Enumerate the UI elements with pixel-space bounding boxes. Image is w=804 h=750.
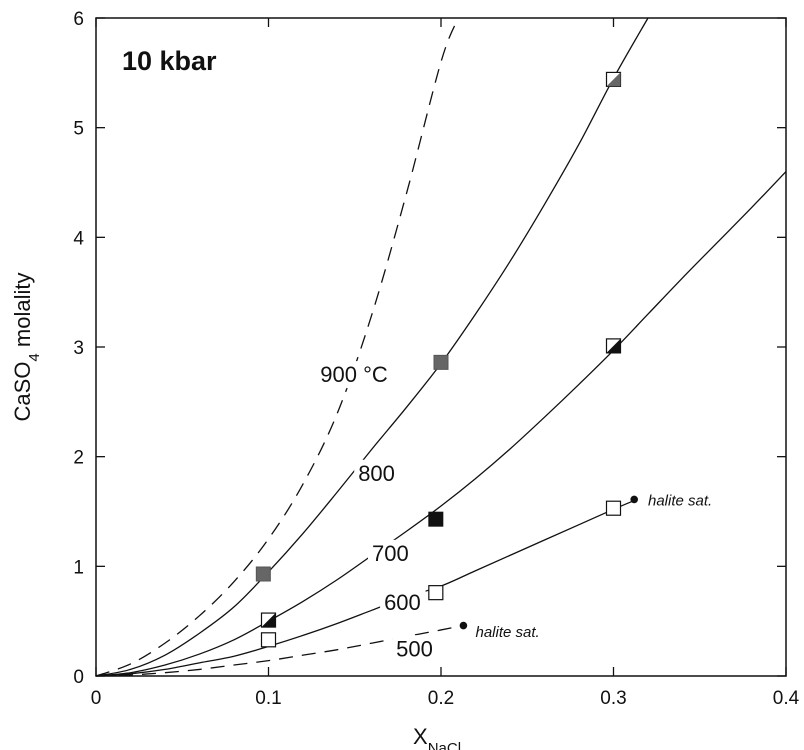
saturation-point <box>630 495 638 504</box>
curve-label-bg <box>392 635 438 663</box>
y-tick-label: 1 <box>73 557 84 578</box>
curve-label: 700 <box>372 541 409 566</box>
curve-label-bg <box>354 459 400 487</box>
x-axis-title-main: X <box>413 724 428 749</box>
data-point-half-fill <box>606 338 621 353</box>
curve-label-bg <box>380 589 426 617</box>
data-point-open <box>428 585 444 601</box>
data-markers <box>255 71 638 648</box>
curve-labels: 900 °C 800 700 600 500 <box>316 361 438 663</box>
series-line <box>95 17 459 677</box>
y-axis-title-suffix: molality <box>10 273 35 354</box>
x-axis-title: XNaCl <box>413 724 461 750</box>
series-line <box>95 17 649 677</box>
curve-label: 500 <box>396 636 433 661</box>
chart-title: 10 kbar <box>122 46 217 76</box>
saturation-point <box>459 621 468 630</box>
y-tick-label: 3 <box>73 338 84 359</box>
series-line <box>95 171 787 677</box>
y-axis-title-main: CaSO <box>10 362 35 422</box>
y-tick-label: 4 <box>73 228 84 249</box>
x-axis-title-sub: NaCl <box>428 740 461 750</box>
data-point-gray <box>433 354 449 370</box>
y-tick-label: 2 <box>73 448 84 469</box>
axis-ticks: 0 0.1 0.2 0.3 0.4 0 1 2 3 4 5 6 <box>73 9 799 709</box>
curve-label: 800 <box>358 461 395 486</box>
y-axis-title-sub: 4 <box>26 353 43 361</box>
plot-frame <box>95 17 787 677</box>
curve-label-bg <box>368 539 414 567</box>
data-point-black <box>428 511 444 527</box>
data-point-half-fill <box>261 613 276 628</box>
x-tick-label: 0.3 <box>600 688 626 709</box>
series-line <box>95 499 635 677</box>
y-tick-label: 6 <box>73 9 84 30</box>
curve-label: 600 <box>384 590 421 615</box>
annotation-halite-sat: halite sat. <box>476 624 540 641</box>
data-point-open <box>260 632 277 648</box>
x-tick-label: 0.2 <box>428 688 454 709</box>
y-tick-label: 5 <box>73 119 84 140</box>
data-point-open <box>605 500 622 516</box>
curves <box>95 17 787 677</box>
x-tick-label: 0 <box>91 688 102 709</box>
x-tick-label: 0.4 <box>773 688 800 709</box>
annotations: halite sat. halite sat. <box>476 493 713 642</box>
y-axis-title: CaSO4 molality <box>10 273 43 422</box>
x-tick-label: 0.1 <box>255 688 281 709</box>
series-line <box>95 624 464 677</box>
curve-label: 900 °C <box>320 362 388 387</box>
annotation-halite-sat: halite sat. <box>648 493 712 510</box>
y-tick-label: 0 <box>73 667 84 688</box>
data-point-gray <box>255 566 271 582</box>
curve-label-bg <box>316 361 400 389</box>
data-point-half-fill <box>606 72 621 87</box>
